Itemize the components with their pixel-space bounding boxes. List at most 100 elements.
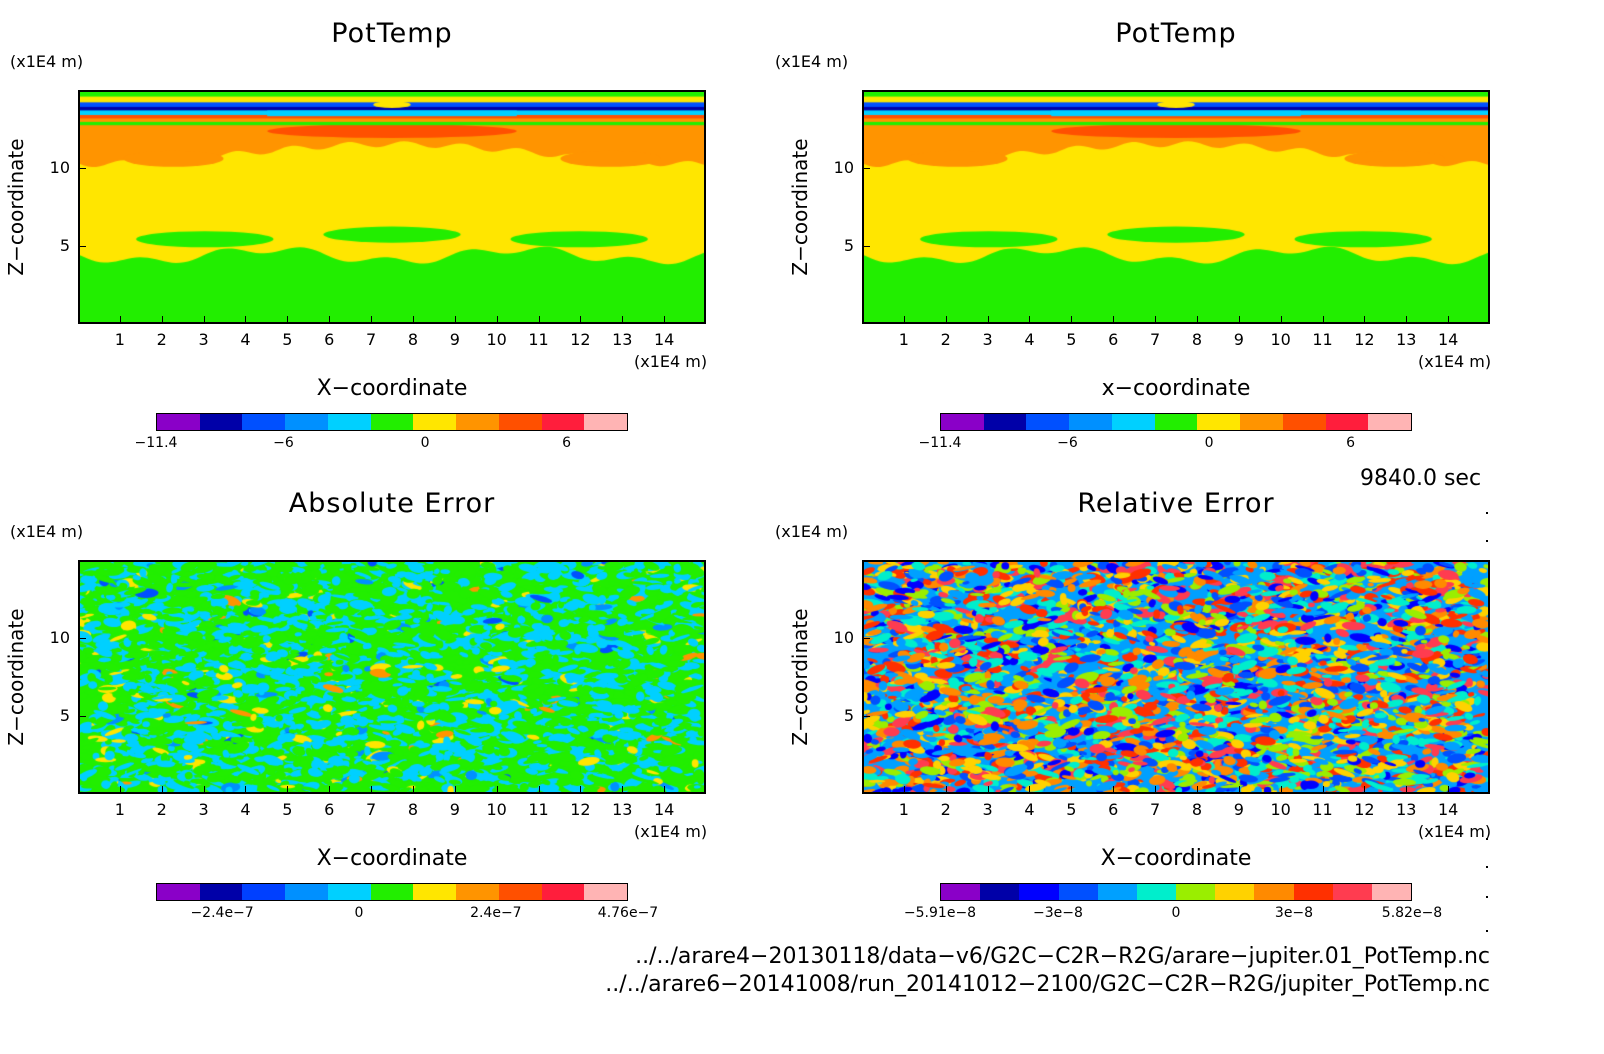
colorbar-tick-label: 0 (1204, 435, 1214, 451)
x-tick-label: 13 (1396, 330, 1417, 349)
x-tick-label: 2 (940, 330, 951, 349)
colorbar-tick-label: −3e−8 (1033, 905, 1083, 921)
x-tick-mark (987, 786, 989, 794)
x-tick-mark (245, 316, 247, 324)
colorbar-tick-label: −5.91e−8 (903, 905, 977, 921)
x-tick-label: 2 (156, 800, 167, 819)
margin-dot (1486, 838, 1488, 840)
y-tick-label: 10 (833, 158, 854, 177)
x-tick-mark (412, 316, 414, 324)
x-tick-mark (1280, 786, 1282, 794)
x-tick-label: 1 (114, 800, 125, 819)
colorbar-swatch (1368, 414, 1412, 430)
x-tick-label: 9 (449, 330, 460, 349)
y-tick-label: 5 (59, 706, 70, 725)
x-tick-mark (1280, 316, 1282, 324)
y-tick-label: 10 (49, 158, 70, 177)
colorbar-tick-label: −11.4 (134, 435, 178, 451)
x-tick-mark (622, 316, 624, 324)
x-tick-label: 13 (1396, 800, 1417, 819)
colorbar-swatch (1197, 414, 1241, 430)
colorbar-tick-label: 3e−8 (1274, 905, 1314, 921)
x-tick-mark (538, 786, 540, 794)
x-tick-mark (987, 316, 989, 324)
x-tick-label: 6 (324, 800, 335, 819)
colorbar-tick-label: 0 (1171, 905, 1181, 921)
colorbar-swatch (370, 884, 414, 900)
x-tick-mark (1322, 786, 1324, 794)
x-tick-label: 14 (653, 800, 675, 819)
colorbar-swatch (1097, 884, 1137, 900)
margin-dot (1486, 930, 1488, 932)
x-tick-mark (161, 786, 163, 794)
colorbar-swatch (1254, 884, 1294, 900)
x-tick-label: 8 (407, 800, 419, 819)
colorbar (940, 413, 1412, 431)
colorbar (156, 413, 628, 431)
y-tick-mark (862, 246, 870, 247)
margin-dot (1486, 896, 1488, 898)
x-tick-mark (945, 316, 947, 324)
x-tick-mark (496, 786, 498, 794)
colorbar-swatch (456, 414, 499, 430)
heatmap-field (78, 560, 706, 794)
x-tick-label: 4 (240, 800, 251, 819)
colorbar-swatch (1058, 884, 1098, 900)
colorbar-swatch (1325, 414, 1369, 430)
x-tick-label: 12 (570, 330, 591, 349)
colorbar-swatch (199, 884, 243, 900)
colorbar-tick-label: 0 (354, 905, 364, 921)
y-tick-label: 5 (59, 236, 70, 255)
y-tick-mark (78, 638, 86, 639)
x-tick-label: 7 (365, 800, 377, 819)
y-axis-label: Z−coordinate (4, 608, 28, 746)
x-tick-mark (1322, 316, 1324, 324)
x-tick-mark (203, 786, 205, 794)
x-axis-label: X−coordinate (1100, 846, 1252, 871)
colorbar-swatch (285, 414, 328, 430)
x-tick-label: 6 (324, 330, 335, 349)
x-tick-mark (1029, 316, 1031, 324)
margin-dot (1486, 540, 1488, 542)
x-unit-label: (x1E4 m) (1418, 352, 1492, 371)
x-tick-label: 7 (1149, 330, 1161, 349)
heatmap-field (78, 90, 706, 324)
colorbar-swatch (1111, 414, 1155, 430)
y-tick-mark (862, 638, 870, 639)
x-tick-label: 12 (1354, 330, 1375, 349)
colorbar-swatch (1069, 414, 1112, 430)
colorbar-swatch (1240, 414, 1283, 430)
x-tick-mark (903, 316, 905, 324)
x-tick-mark (119, 786, 121, 794)
x-tick-label: 11 (528, 330, 549, 349)
x-tick-mark (538, 316, 540, 324)
colorbar-swatch (983, 414, 1027, 430)
y-axis-label: Z−coordinate (788, 138, 812, 276)
y-unit-label: (x1E4 m) (10, 52, 84, 71)
x-tick-mark (945, 786, 947, 794)
y-axis-label: Z−coordinate (788, 608, 812, 746)
colorbar-tick-label: 4.76e−7 (597, 905, 659, 921)
colorbar-swatch (1371, 884, 1412, 900)
y-tick-label: 10 (49, 628, 70, 647)
x-tick-label: 8 (1191, 330, 1203, 349)
y-unit-label: (x1E4 m) (10, 522, 84, 541)
colorbar-swatch (584, 884, 628, 900)
x-tick-label: 10 (1270, 330, 1291, 349)
colorbar (156, 883, 628, 901)
x-tick-label: 11 (1312, 330, 1333, 349)
colorbar-swatch (1019, 884, 1059, 900)
x-tick-mark (161, 316, 163, 324)
colorbar-swatch (285, 884, 328, 900)
x-axis-label: x−coordinate (1101, 376, 1251, 401)
heatmap-field (862, 90, 1490, 324)
x-tick-label: 5 (1066, 800, 1077, 819)
x-tick-label: 4 (1024, 330, 1035, 349)
x-tick-mark (1448, 316, 1450, 324)
x-tick-mark (903, 786, 905, 794)
x-tick-mark (371, 786, 373, 794)
panel-title: PotTemp (331, 18, 453, 49)
y-tick-mark (78, 716, 86, 717)
colorbar-swatch (456, 884, 499, 900)
colorbar-swatch (242, 884, 286, 900)
